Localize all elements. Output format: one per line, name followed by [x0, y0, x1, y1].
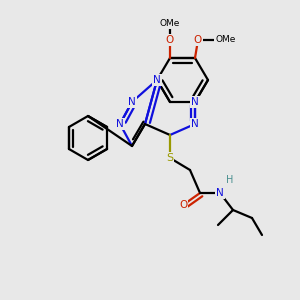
Text: O: O	[179, 200, 187, 210]
Text: OMe: OMe	[160, 20, 180, 28]
Text: S: S	[167, 153, 174, 163]
Text: O: O	[194, 35, 202, 45]
Text: N: N	[216, 188, 224, 198]
Text: OMe: OMe	[215, 35, 236, 44]
Text: H: H	[226, 175, 234, 185]
Text: N: N	[191, 119, 199, 129]
Text: N: N	[116, 119, 124, 129]
Text: N: N	[128, 97, 136, 107]
Text: N: N	[191, 97, 199, 107]
Text: N: N	[153, 75, 161, 85]
Text: O: O	[166, 35, 174, 45]
